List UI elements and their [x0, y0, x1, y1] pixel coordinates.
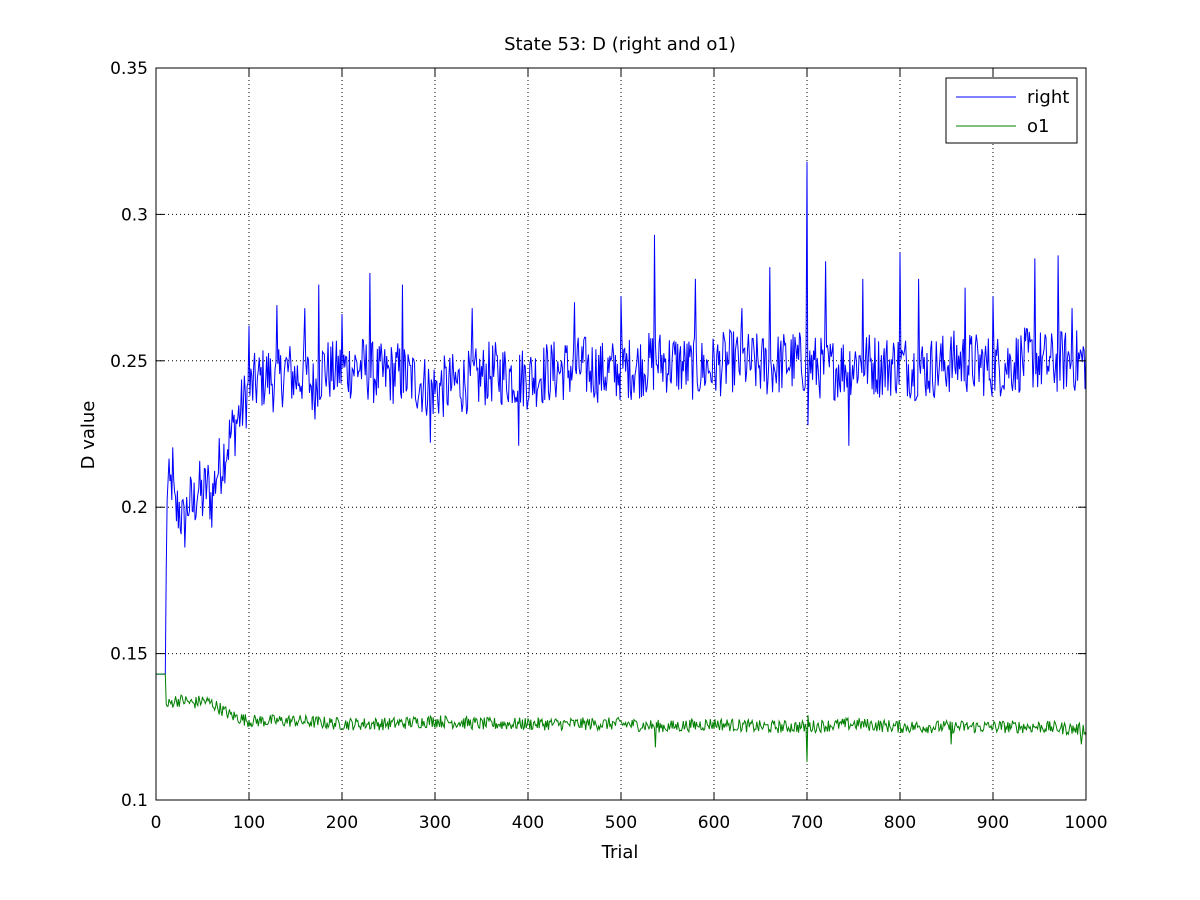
x-tick-label: 1000: [1064, 813, 1107, 833]
series-line-o1: [156, 673, 1087, 762]
axes: [155, 67, 1087, 801]
y-tick-label: 0.25: [110, 352, 148, 372]
x-axis-label: Trial: [601, 842, 639, 863]
x-tick-label: 500: [605, 813, 637, 833]
legend-label-right: right: [1027, 87, 1069, 108]
legend: right o1: [945, 77, 1078, 144]
y-tick-label: 0.2: [121, 498, 148, 518]
y-tick-label: 0.3: [121, 205, 148, 225]
x-tick-label: 800: [884, 813, 916, 833]
legend-label-o1: o1: [1027, 116, 1049, 137]
x-tick-label: 300: [419, 813, 451, 833]
y-tick-label: 0.1: [121, 791, 148, 811]
series-layer: [156, 161, 1087, 762]
y-axis-label: D value: [78, 401, 99, 470]
x-tick-label: 100: [233, 813, 265, 833]
x-tick-label: 600: [698, 813, 730, 833]
series-line-right: [156, 161, 1087, 675]
x-tick-label: 700: [791, 813, 823, 833]
x-tick-label: 900: [977, 813, 1009, 833]
y-tick-label: 0.15: [110, 645, 148, 665]
x-tick-label: 200: [326, 813, 358, 833]
chart-title: State 53: D (right and o1): [504, 34, 736, 55]
x-tick-label: 0: [151, 813, 162, 833]
tick-labels: 0 100 200 300 400 500 600 700 800 900 1000 0.1 0.15 0…: [110, 59, 1107, 833]
y-tick-label: 0.35: [110, 59, 148, 79]
grid: [156, 68, 1086, 800]
legend-box: [945, 77, 1078, 144]
x-tick-label: 400: [512, 813, 544, 833]
